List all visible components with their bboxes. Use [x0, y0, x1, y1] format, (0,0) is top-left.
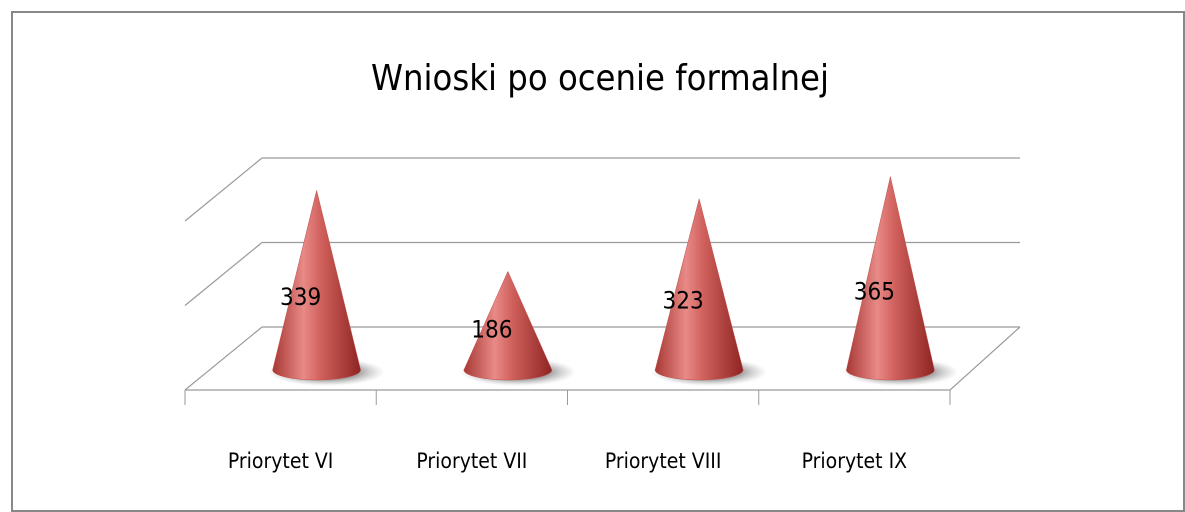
- cone: [654, 198, 744, 381]
- data-label: 339: [280, 283, 321, 311]
- chart-border: [11, 11, 1185, 512]
- data-label: 186: [471, 316, 512, 344]
- cone: [272, 190, 361, 381]
- plot-area: Priorytet VI 339 Priorytet VII 186 Priorytet…: [184, 157, 1021, 473]
- grid-line: [184, 157, 1020, 222]
- chart-title: Wnioski po ocenie formalnej: [371, 58, 829, 99]
- x-tick-label: Priorytet VI: [228, 449, 333, 473]
- x-tick-label: Priorytet VIII: [605, 449, 722, 473]
- grid-line: [184, 241, 1020, 306]
- x-tick-label: Priorytet VII: [416, 449, 527, 473]
- data-label: 365: [854, 278, 895, 306]
- x-tick-label: Priorytet IX: [802, 449, 908, 473]
- cone: [846, 176, 935, 381]
- grid-line: [184, 326, 1020, 391]
- data-label: 323: [663, 287, 704, 315]
- cone: [463, 270, 553, 381]
